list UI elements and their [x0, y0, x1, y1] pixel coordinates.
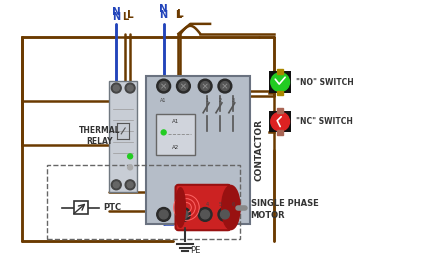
Bar — [277, 69, 283, 74]
Text: SINGLE PHASE: SINGLE PHASE — [251, 199, 318, 208]
Text: N: N — [112, 7, 121, 17]
Ellipse shape — [175, 188, 185, 227]
Bar — [269, 111, 291, 132]
Circle shape — [271, 112, 290, 131]
Text: 3: 3 — [231, 98, 234, 103]
Circle shape — [177, 79, 191, 93]
Ellipse shape — [222, 186, 240, 229]
Bar — [277, 90, 283, 95]
Circle shape — [179, 210, 188, 219]
Circle shape — [271, 73, 290, 92]
Text: N: N — [159, 4, 168, 14]
Bar — [269, 71, 291, 93]
Circle shape — [125, 180, 135, 190]
Text: A2: A2 — [172, 145, 179, 150]
Circle shape — [218, 207, 232, 221]
Circle shape — [201, 210, 210, 219]
Circle shape — [218, 79, 232, 93]
Bar — [277, 108, 283, 113]
Circle shape — [125, 83, 135, 93]
Bar — [74, 200, 87, 214]
Circle shape — [198, 207, 212, 221]
Circle shape — [111, 83, 121, 93]
Circle shape — [198, 79, 212, 93]
Text: PTC: PTC — [103, 203, 122, 212]
Text: L: L — [177, 9, 184, 19]
Text: N: N — [112, 12, 120, 22]
Text: CONTACTOR: CONTACTOR — [255, 119, 264, 181]
Text: "NC" SWITCH: "NC" SWITCH — [296, 117, 353, 126]
Text: L: L — [127, 10, 133, 20]
Text: A1: A1 — [160, 98, 167, 103]
Text: 2: 2 — [218, 98, 222, 103]
Circle shape — [128, 165, 132, 170]
Circle shape — [179, 82, 188, 90]
Text: RELAY: RELAY — [86, 137, 113, 146]
Text: N: N — [160, 10, 168, 20]
Bar — [156, 114, 195, 155]
FancyBboxPatch shape — [175, 185, 231, 230]
Text: A1: A1 — [172, 119, 179, 124]
Bar — [277, 130, 283, 135]
Text: "NO" SWITCH: "NO" SWITCH — [296, 78, 354, 87]
Circle shape — [220, 82, 229, 90]
Circle shape — [159, 82, 168, 90]
Circle shape — [157, 79, 171, 93]
Circle shape — [157, 207, 171, 221]
Circle shape — [113, 182, 119, 188]
Circle shape — [127, 85, 133, 91]
Circle shape — [128, 154, 132, 159]
Text: L: L — [175, 10, 181, 20]
Bar — [146, 76, 249, 224]
Circle shape — [220, 210, 229, 219]
Text: 5: 5 — [218, 202, 222, 207]
Text: L: L — [122, 12, 128, 22]
Text: 4: 4 — [206, 202, 209, 207]
Text: THERMAL: THERMAL — [79, 126, 120, 136]
Bar — [47, 165, 240, 239]
Circle shape — [111, 180, 121, 190]
Circle shape — [127, 182, 133, 188]
Circle shape — [161, 130, 166, 135]
Bar — [110, 81, 137, 192]
Text: MOTOR: MOTOR — [251, 211, 285, 220]
Text: 1: 1 — [206, 98, 209, 103]
Text: 6: 6 — [231, 202, 234, 207]
Circle shape — [201, 82, 210, 90]
Circle shape — [177, 207, 191, 221]
Circle shape — [159, 210, 168, 219]
Text: PE: PE — [191, 246, 201, 255]
Circle shape — [113, 85, 119, 91]
